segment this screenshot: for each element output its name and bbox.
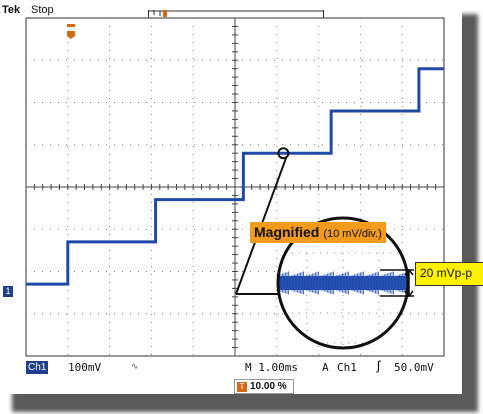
- magnified-scale: (10 mV/div.): [323, 228, 382, 240]
- acquisition-state: Stop: [31, 4, 54, 16]
- horizontal-position-value: 10.00 %: [250, 381, 287, 392]
- measurement-value: 20 mVp-p: [420, 266, 473, 280]
- waveform-trace: [26, 67, 444, 286]
- magnifier-source-circle: [277, 147, 290, 160]
- brand-label: Tek: [2, 4, 21, 16]
- channel-badge[interactable]: Ch1: [26, 361, 49, 374]
- timebase: M 1.00ms: [245, 361, 298, 374]
- trigger-source: Ch1: [337, 361, 357, 374]
- scope-screen: Tek Stop 1 Magnified (10 mV/div.) Ch1 10…: [2, 4, 445, 394]
- trigger-mode: A: [322, 361, 329, 374]
- graticule: [25, 17, 445, 357]
- magnified-title: Magnified: [254, 224, 320, 240]
- ch1-ground-marker[interactable]: 1: [3, 286, 13, 297]
- channel-scale: 100mV: [68, 361, 102, 374]
- magnified-noise: [278, 271, 408, 295]
- trigger-position-icon: [66, 24, 76, 45]
- bandwidth-limit-icon: ∿: [131, 361, 139, 371]
- trigger-level: 50.0mV: [394, 361, 434, 374]
- measurement-callout: 20 mVp-p: [415, 262, 483, 286]
- measurement-arrow-up: [404, 268, 414, 276]
- record-position-ruler[interactable]: [148, 10, 324, 18]
- magnified-label: Magnified (10 mV/div.): [250, 222, 386, 243]
- magnifier-ring: [276, 216, 410, 350]
- trigger-position-icon: T: [237, 381, 247, 392]
- measurement-arrow-down: [404, 290, 414, 298]
- rising-edge-icon: ʃ: [377, 358, 380, 373]
- horizontal-position-readout[interactable]: T 10.00 %: [234, 379, 294, 394]
